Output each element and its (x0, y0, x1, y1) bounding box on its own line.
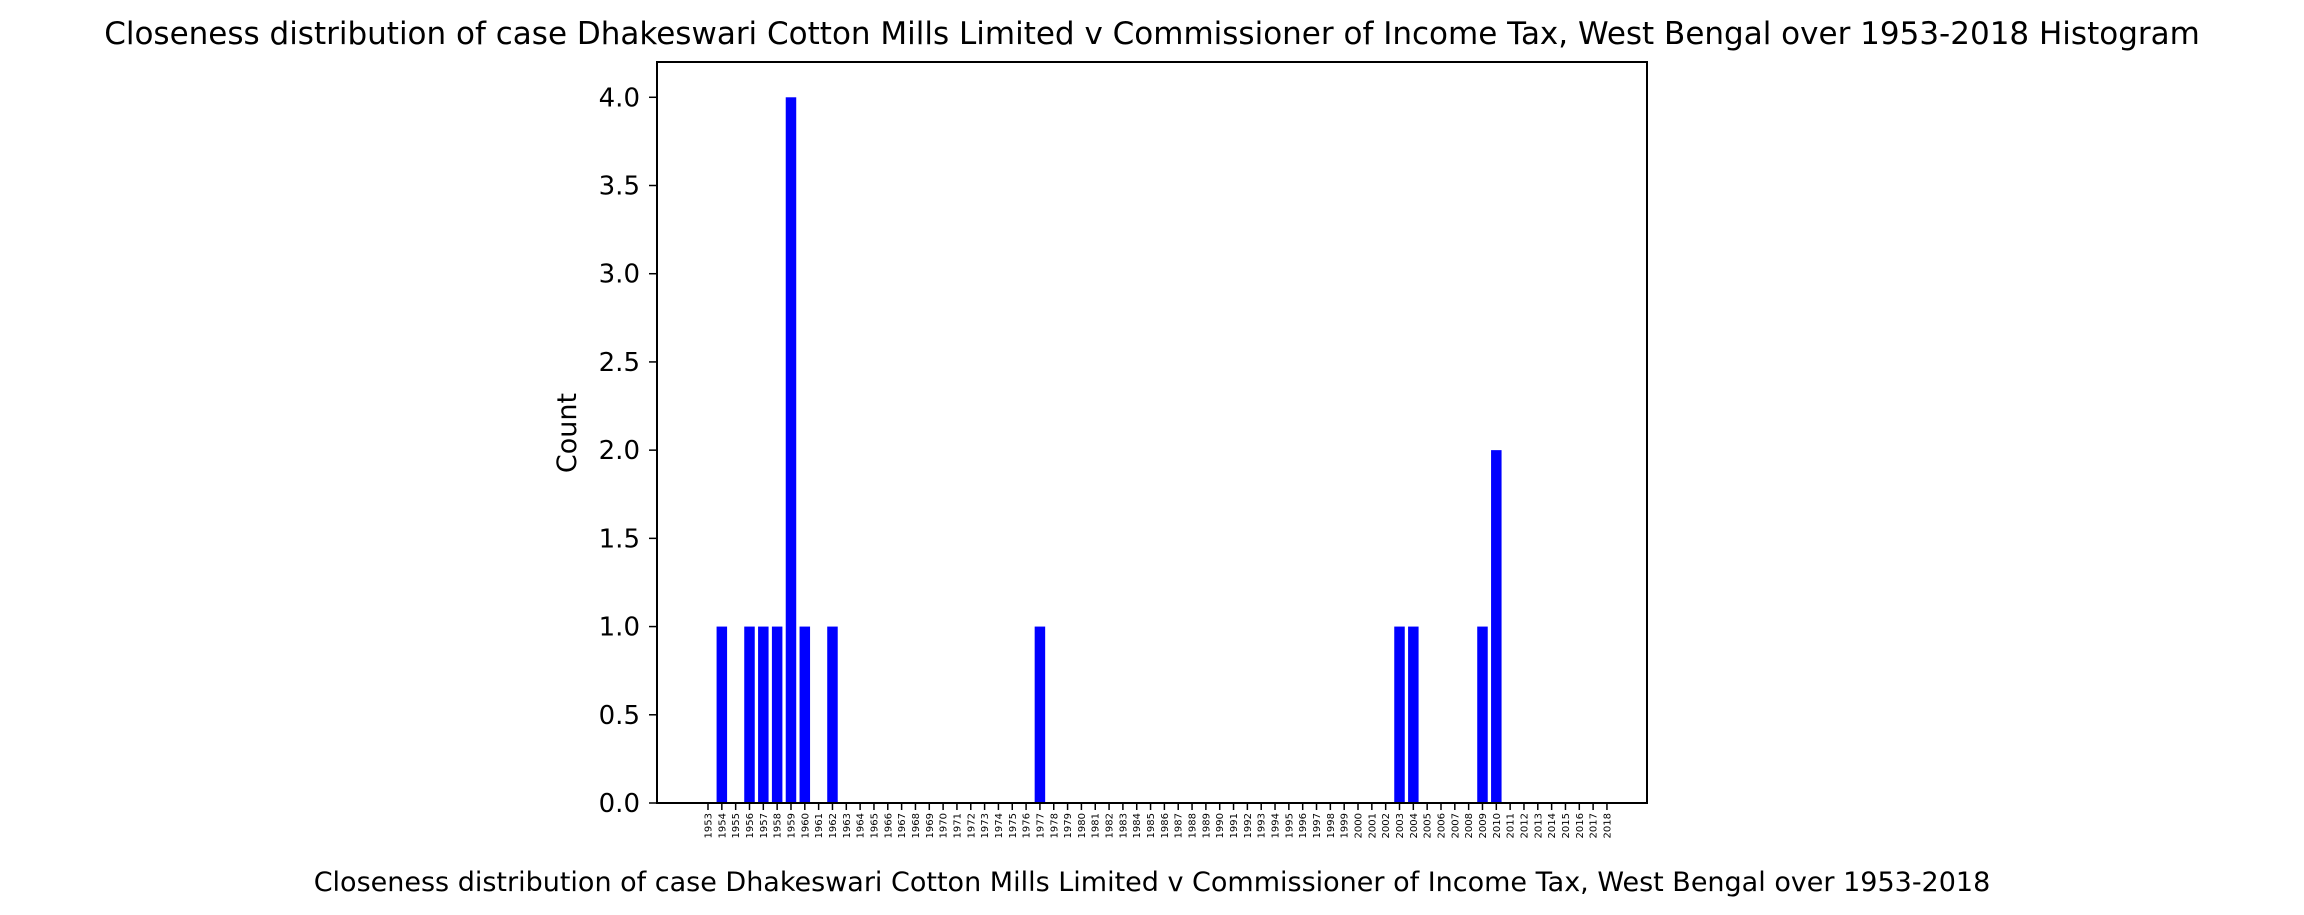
x-tick-label: 1991 (1229, 813, 1240, 838)
x-tick-label: 1971 (952, 813, 963, 838)
x-tick-label: 2000 (1354, 813, 1365, 838)
x-tick-label: 1992 (1243, 813, 1254, 838)
plot-frame (656, 61, 1648, 804)
x-tick-label: 2009 (1478, 813, 1489, 838)
x-tick-label: 1996 (1298, 813, 1309, 838)
x-axis: 1953 1954 1955 1956 1957 1958 1959 1960 1961 1962… (704, 803, 1613, 838)
x-tick-label: 1976 (1022, 813, 1033, 838)
x-tick-label: 2008 (1464, 813, 1475, 838)
bar-1954 (716, 626, 728, 803)
x-tick-label: 2010 (1492, 813, 1503, 838)
bars-group (716, 97, 1502, 804)
x-tick-label: 2012 (1519, 813, 1530, 838)
x-tick-label: 1985 (1146, 813, 1157, 838)
bar-1962 (827, 626, 838, 803)
chart-title: Closeness distribution of case Dhakeswar… (104, 16, 2200, 52)
x-tick-label: 1977 (1035, 813, 1046, 838)
y-tick-label: 0.5 (599, 701, 640, 731)
x-tick-label: 2005 (1423, 813, 1434, 838)
bar-1957 (758, 626, 769, 803)
x-tick-label: 1984 (1132, 813, 1143, 838)
x-tick-label: 1993 (1257, 813, 1268, 838)
x-tick-label: 1960 (800, 813, 811, 838)
x-tick-label: 1978 (1049, 813, 1060, 838)
x-tick-label: 1989 (1201, 813, 1212, 838)
x-tick-label: 1988 (1188, 813, 1199, 838)
x-tick-label: 1999 (1340, 813, 1351, 838)
x-tick-label: 1972 (966, 813, 977, 838)
x-tick-label: 1973 (980, 813, 991, 838)
y-tick-label: 3.0 (599, 260, 640, 290)
x-tick-label: 2017 (1589, 813, 1600, 838)
x-tick-label: 1994 (1271, 813, 1282, 838)
x-tick-label: 2015 (1561, 813, 1572, 838)
x-tick-label: 1987 (1174, 813, 1185, 838)
x-tick-label: 1955 (731, 813, 742, 838)
bar-1956 (744, 626, 755, 803)
x-tick-label: 1979 (1063, 813, 1074, 838)
x-tick-label: 1963 (842, 813, 853, 838)
y-tick-label: 4.0 (599, 83, 640, 113)
x-tick-label: 1964 (856, 813, 867, 838)
x-tick-label: 2006 (1436, 813, 1447, 838)
bar-2009 (1477, 626, 1488, 803)
x-tick-label: 1961 (814, 813, 825, 838)
x-tick-label: 1982 (1105, 813, 1116, 838)
x-tick-label: 2007 (1450, 813, 1461, 838)
x-tick-label: 1974 (994, 813, 1005, 838)
y-tick-label: 3.5 (599, 172, 640, 202)
x-tick-label: 2014 (1547, 813, 1558, 838)
x-tick-label: 1957 (759, 813, 770, 838)
x-tick-label: 1998 (1326, 813, 1337, 838)
bar-1977 (1034, 626, 1046, 803)
x-tick-label: 1980 (1077, 813, 1088, 838)
y-tick-label: 1.5 (599, 524, 640, 554)
x-axis-label: Closeness distribution of case Dhakeswar… (314, 867, 1991, 898)
bar-2004 (1408, 626, 1419, 803)
x-tick-label: 2011 (1506, 813, 1517, 838)
x-tick-label: 2018 (1602, 813, 1613, 838)
x-tick-label: 1995 (1284, 813, 1295, 838)
x-tick-label: 1969 (925, 813, 936, 838)
y-tick-label: 1.0 (599, 613, 640, 643)
bar-2003 (1394, 626, 1405, 803)
y-tick-label: 2.5 (599, 348, 640, 378)
bar-1960 (799, 626, 811, 803)
x-tick-label: 1958 (773, 813, 784, 838)
x-tick-label: 1997 (1312, 813, 1323, 838)
x-tick-label: 1966 (883, 813, 894, 838)
x-tick-label: 1954 (717, 813, 728, 838)
bar-2010 (1491, 450, 1502, 803)
x-tick-label: 1962 (828, 813, 839, 838)
x-tick-label: 1956 (745, 813, 756, 838)
bar-1958 (771, 626, 783, 803)
x-tick-label: 2003 (1395, 813, 1406, 838)
y-tick-label: 2.0 (599, 436, 640, 466)
bar-1959 (785, 97, 797, 804)
x-tick-label: 2001 (1367, 813, 1378, 838)
x-tick-label: 2004 (1409, 813, 1420, 838)
x-tick-label: 1983 (1118, 813, 1129, 838)
x-tick-label: 2002 (1381, 813, 1392, 838)
x-tick-label: 2013 (1533, 813, 1544, 838)
y-tick-label: 0.0 (599, 789, 640, 819)
x-tick-label: 1986 (1160, 813, 1171, 838)
x-tick-label: 1975 (1008, 813, 1019, 838)
x-tick-label: 1967 (897, 813, 908, 838)
x-tick-label: 1953 (704, 813, 715, 838)
x-tick-label: 1970 (939, 813, 950, 838)
x-tick-label: 1965 (869, 813, 880, 838)
y-axis: 0.0 0.5 1.0 1.5 2.0 2.5 3.0 3.5 4.0 (599, 83, 657, 819)
x-tick-label: 1968 (911, 813, 922, 838)
x-tick-label: 1981 (1091, 813, 1102, 838)
x-tick-label: 1990 (1215, 813, 1226, 838)
x-tick-label: 1959 (786, 813, 797, 838)
y-axis-label: Count (552, 393, 583, 473)
x-tick-label: 2016 (1575, 813, 1586, 838)
